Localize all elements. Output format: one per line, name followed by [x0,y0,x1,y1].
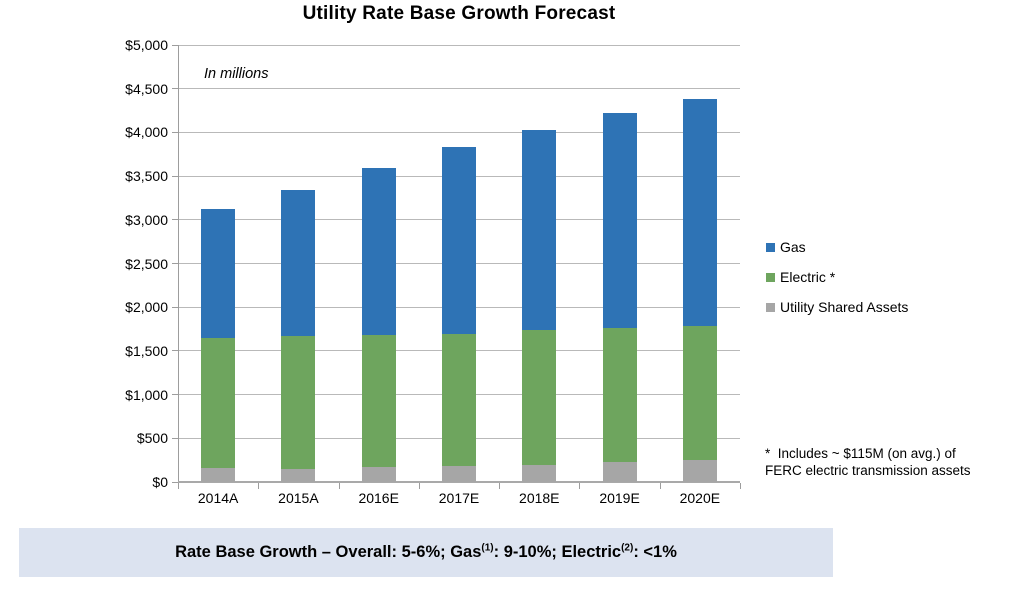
y-axis-tick [172,219,178,221]
x-axis-tick [499,483,501,489]
y-axis-tick [172,394,178,396]
footnote-line1: * Includes ~ $115M (on avg.) of [765,446,956,461]
y-axis-tick-label: $0 [152,474,168,490]
gridline [178,44,740,46]
y-axis-tick-label: $2,500 [125,255,168,272]
bar-segment-gas [281,190,316,337]
legend-label: Gas [780,239,806,255]
x-axis-tick [740,483,741,489]
y-axis-tick-label: $1,500 [125,342,168,359]
bar-segment-utility-shared-assets [682,459,717,482]
banner-part3: : <1% [633,543,677,561]
bar-segment-electric [281,336,316,469]
y-axis-tick [172,263,178,264]
x-axis-tick [418,483,420,489]
y-axis-tick [172,350,178,352]
x-axis-label: 2019E [599,490,640,506]
x-axis-tick [659,483,661,489]
bar-segment-utility-shared-assets [522,464,557,482]
green-square-swatch [766,272,775,282]
banner-part1: Rate Base Growth – Overall: 5-6%; Gas [175,543,482,561]
plot-area [178,44,740,482]
units-note: In millions [204,66,269,82]
footnote-line2: FERC electric transmission assets [765,463,971,478]
bar-segment-utility-shared-assets [201,468,236,482]
footnote: * Includes ~ $115M (on avg.) of FERC elec… [765,445,1024,479]
bar-segment-electric [201,338,236,469]
y-axis-tick-label: $4,500 [125,80,168,97]
y-axis-tick [172,88,178,90]
rate-base-growth-banner: Rate Base Growth – Overall: 5-6%; Gas(1)… [19,528,833,577]
banner-text: Rate Base Growth – Overall: 5-6%; Gas(1)… [19,528,833,577]
gridline [178,88,740,90]
banner-superscript-2: (2) [621,542,634,554]
y-axis-tick [172,481,178,483]
bar-segment-electric [361,335,396,468]
banner-superscript-1: (1) [481,542,494,554]
y-axis-tick [172,131,178,133]
bar-segment-utility-shared-assets [281,468,316,482]
bar-segment-electric [442,334,476,467]
x-axis-line [178,481,740,483]
bar-segment-gas [602,113,637,328]
y-axis-tick [172,437,178,439]
y-axis-tick-label: $3,500 [125,168,168,185]
x-axis-tick [579,483,581,489]
bar-segment-gas [201,208,236,339]
legend-item: Electric * [766,262,908,292]
x-axis-tick [258,483,260,489]
banner-part2: : 9-10%; Electric [493,543,622,561]
bar-segment-electric [602,327,637,462]
bar-segment-electric [522,330,557,465]
chart-legend: Gas Electric * Utility Shared Assets [766,232,908,322]
legend-label: Electric * [780,269,836,285]
y-axis-tick-label: $4,000 [125,124,168,141]
bar-segment-gas [682,99,717,327]
y-axis-tick-label: $2,000 [125,299,168,316]
legend-label: Utility Shared Assets [780,299,909,315]
y-axis-tick-label: $3,000 [125,211,168,228]
bar-segment-gas [442,146,476,335]
x-axis-label: 2014A [197,490,239,506]
blue-square-swatch [766,242,775,252]
y-axis-line [178,45,179,483]
y-axis-tick-label: $5,000 [125,37,168,53]
gray-square-swatch [766,302,775,312]
bar-segment-utility-shared-assets [442,466,476,482]
x-axis-label: 2015A [278,490,319,506]
bar-segment-electric [682,326,717,460]
y-axis-tick [172,44,178,46]
y-axis-tick [172,306,178,308]
legend-item: Utility Shared Assets [766,292,908,322]
bar-segment-utility-shared-assets [361,467,396,482]
y-axis-tick-label: $500 [136,430,168,447]
y-axis-tick-label: $1,000 [125,386,168,403]
chart-title: Utility Rate Base Growth Forecast [302,3,616,24]
gridline [178,131,740,133]
x-axis-tick [338,483,340,489]
bar-segment-gas [522,129,557,331]
x-axis-label: 2017E [438,490,480,506]
x-axis-label: 2016E [358,490,399,506]
legend-item: Gas [766,232,908,262]
bar-segment-gas [361,167,396,336]
x-axis-tick [178,483,179,489]
x-axis-label: 2020E [679,490,721,506]
bar-segment-utility-shared-assets [602,461,637,482]
y-axis-tick [172,175,178,177]
x-axis-label: 2018E [519,490,560,506]
